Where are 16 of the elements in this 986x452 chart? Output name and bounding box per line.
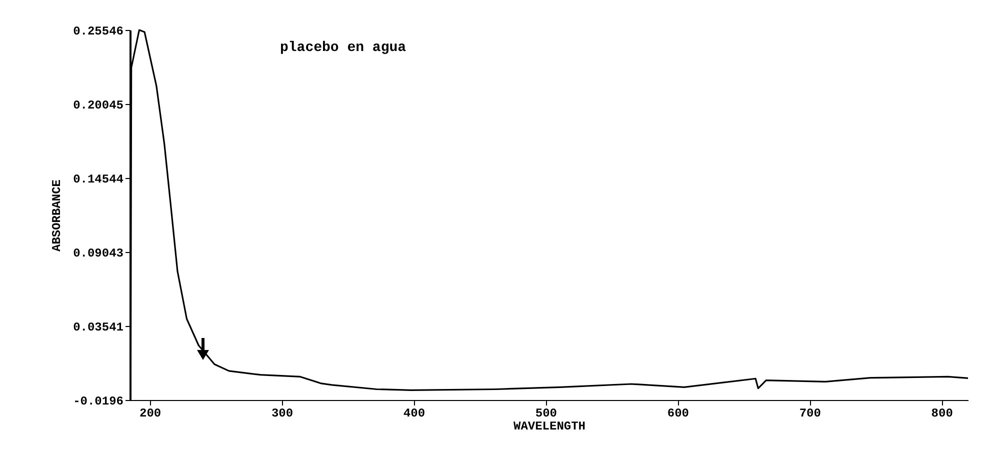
x-tick-label: 400	[403, 406, 426, 420]
annotation: placebo en agua	[280, 40, 407, 56]
x-axis-title: WAVELENGTH	[513, 420, 586, 434]
x-tick-label: 200	[139, 406, 162, 420]
x-tick-label: 700	[799, 406, 821, 420]
x-tick-label: 300	[271, 406, 294, 420]
y-tick-label: 0.09043	[73, 246, 124, 260]
y-axis-title: ABSORBANCE	[50, 179, 64, 252]
y-tick-label: 0.25546	[73, 24, 124, 38]
x-tick-label: 500	[535, 406, 558, 420]
x-tick-label: 800	[931, 406, 953, 420]
y-tick-label: 0.20045	[73, 98, 124, 112]
y-tick-label: 0.03541	[73, 320, 124, 335]
y-tick-label: -0.0196	[73, 394, 124, 408]
x-tick-label: 600	[667, 406, 689, 420]
y-tick-label: 0.14544	[73, 172, 124, 186]
